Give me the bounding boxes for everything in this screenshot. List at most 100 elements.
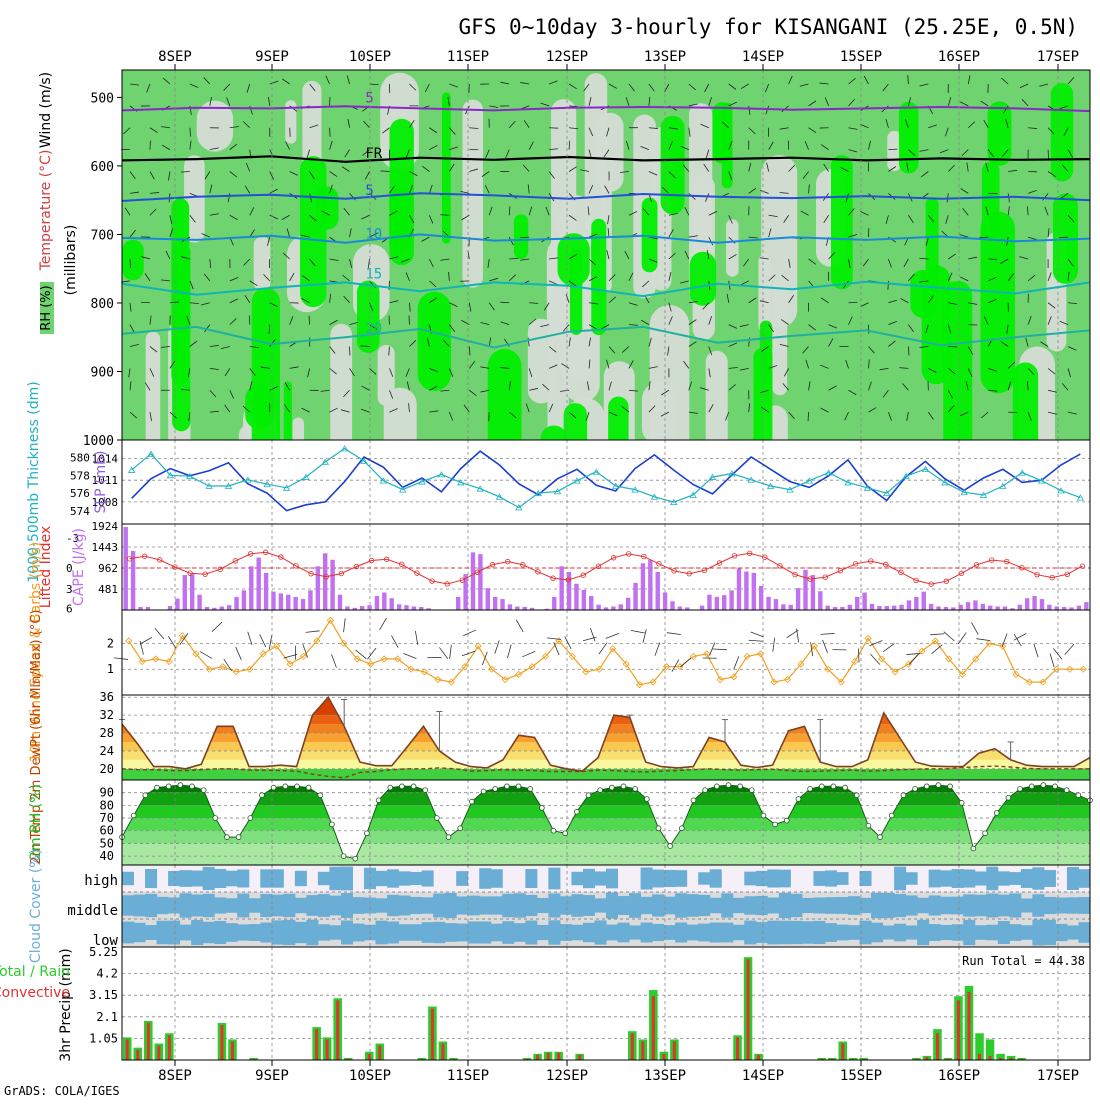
precip-conv-bar (315, 1029, 318, 1060)
cloud-cell (329, 896, 341, 916)
rh-point (936, 783, 941, 788)
rh-point (178, 783, 183, 788)
rh-point (1029, 784, 1034, 789)
cloud-cell (779, 893, 791, 918)
cloud-cell (952, 897, 964, 915)
cloud-cell (376, 898, 388, 912)
rh-moist-patch (418, 292, 451, 391)
rh-point (365, 831, 370, 836)
cloud-cell (641, 923, 653, 943)
cloud-cell (1067, 867, 1079, 890)
rh-point (248, 816, 253, 821)
cape-bar (596, 605, 600, 610)
cloud-cell (606, 893, 618, 919)
rh-tick: 50 (100, 836, 114, 850)
day-label-bottom: 11SEP (447, 1068, 489, 1084)
cloud-cell (295, 898, 307, 913)
rh-point (761, 813, 766, 818)
rh-point (213, 816, 218, 821)
cloud-cell (710, 898, 722, 913)
cloud-cell (422, 897, 434, 913)
cloud-cell (433, 922, 445, 943)
isotherm-label: 15 (365, 266, 382, 282)
cape-bar (1055, 607, 1059, 610)
cloud-cell (237, 894, 249, 918)
cloud-cell (1044, 920, 1056, 945)
cloud-cell (848, 925, 860, 940)
cloud-cell (1021, 869, 1033, 888)
rh-point (749, 788, 754, 793)
wind-barb (489, 412, 490, 421)
precip-tick: 1.05 (89, 1031, 118, 1045)
rh-point (574, 809, 579, 814)
cloud-cell (860, 898, 872, 913)
cloud-cell (641, 897, 653, 914)
cloud-cell (940, 925, 952, 940)
cloud-cell (214, 869, 226, 888)
precip-conv-bar (536, 1055, 539, 1060)
wind-tick: 2 (107, 636, 114, 650)
cape-bar (589, 596, 593, 610)
cloud-cell (721, 923, 733, 943)
cape-bar (257, 558, 261, 610)
cloud-cell (249, 924, 261, 941)
rh-point (1041, 783, 1046, 788)
cape-bar (190, 574, 194, 610)
cloud-cell (191, 920, 203, 945)
cloud-cell (825, 923, 837, 942)
cloud-cell (376, 921, 388, 945)
rh-point (225, 835, 230, 840)
cape-bar (1003, 607, 1007, 610)
rh-point (948, 784, 953, 789)
cape-bar (486, 588, 490, 610)
rh-moist-patch (722, 103, 733, 189)
cloud-cell (399, 871, 411, 885)
cape-bar (781, 604, 785, 610)
rh-point (1076, 793, 1081, 798)
cloud-cell (594, 871, 606, 885)
day-label-top: 13SEP (644, 49, 686, 65)
wind-barb (330, 128, 331, 137)
cloud-cell (963, 920, 975, 945)
cloud-cell (134, 923, 146, 943)
cloud-cell (710, 869, 722, 887)
cloud-cell (352, 897, 364, 914)
isotherm-label: FR (365, 146, 382, 162)
rh-point (353, 856, 358, 861)
cloud-cell (548, 893, 560, 917)
cloud-cell (1078, 869, 1090, 888)
cloud-cell (479, 868, 491, 889)
rh-point (493, 786, 498, 791)
cloud-cell (422, 922, 434, 943)
cape-bar (899, 605, 903, 610)
cloud-cell (134, 895, 146, 917)
precip-conv-bar (157, 1046, 160, 1060)
wind10m-panel: 12 (107, 610, 1090, 695)
rh-point (959, 800, 964, 805)
day-label-top: 17SEP (1037, 49, 1079, 65)
rh-point (271, 785, 276, 790)
cloud-cell (191, 871, 203, 887)
cape-bar (316, 566, 320, 610)
cloud-cell (986, 894, 998, 918)
rh-moist-patch (661, 116, 685, 215)
cape-bar (175, 599, 179, 610)
precip-conv-bar (431, 1009, 434, 1060)
cloud-cell (249, 898, 261, 913)
cloud-cell (1044, 870, 1056, 887)
rh-point (609, 785, 614, 790)
cape-bar (715, 597, 719, 610)
rh-point (504, 784, 509, 789)
cloud-cell (652, 924, 664, 941)
cape-bar (197, 595, 201, 610)
cloud-cell (929, 895, 941, 915)
cape-bar (988, 606, 992, 610)
cape-bar (700, 606, 704, 610)
cloud-cell (422, 870, 434, 886)
precip-conv-bar (557, 1053, 560, 1060)
cloud-cell (445, 893, 457, 918)
cape-bar (360, 606, 364, 610)
cloud-cell (433, 894, 445, 918)
cloud-cell (226, 923, 238, 942)
rh-point (878, 835, 883, 840)
